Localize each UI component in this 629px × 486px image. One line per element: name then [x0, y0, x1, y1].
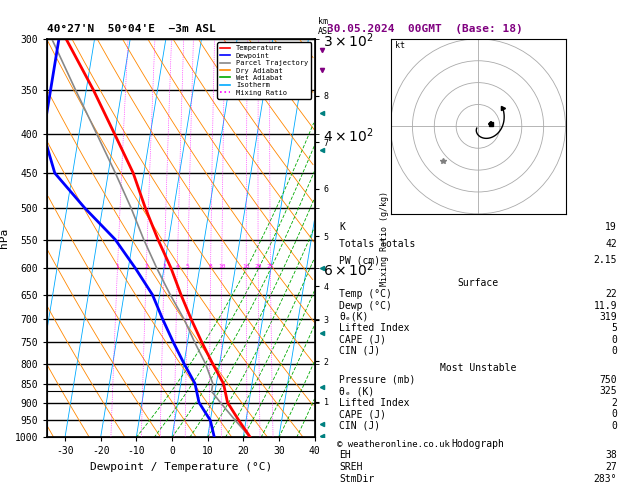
Text: 5: 5 [186, 264, 189, 269]
Text: 4: 4 [175, 264, 179, 269]
Text: Temp (°C): Temp (°C) [339, 289, 392, 299]
Y-axis label: hPa: hPa [0, 228, 9, 248]
Text: 0: 0 [611, 334, 617, 345]
Text: Most Unstable: Most Unstable [440, 363, 516, 373]
Text: 0: 0 [611, 409, 617, 419]
Text: 10: 10 [218, 264, 226, 269]
Text: kt: kt [395, 41, 405, 50]
Text: Lifted Index: Lifted Index [339, 323, 409, 333]
Text: 750: 750 [599, 375, 617, 384]
Text: Totals Totals: Totals Totals [339, 239, 416, 249]
Text: 40°27'N  50°04'E  −3m ASL: 40°27'N 50°04'E −3m ASL [47, 24, 216, 34]
Text: Lifted Index: Lifted Index [339, 398, 409, 408]
Text: 283°: 283° [594, 474, 617, 484]
Text: © weatheronline.co.uk: © weatheronline.co.uk [337, 440, 449, 449]
Text: 0: 0 [611, 421, 617, 431]
Text: Dewp (°C): Dewp (°C) [339, 300, 392, 311]
Text: θₑ(K): θₑ(K) [339, 312, 369, 322]
Text: 27: 27 [605, 462, 617, 472]
Text: Hodograph: Hodograph [452, 438, 504, 449]
Text: 5: 5 [611, 323, 617, 333]
Text: CIN (J): CIN (J) [339, 346, 380, 356]
Text: CAPE (J): CAPE (J) [339, 334, 386, 345]
Text: 8: 8 [209, 264, 213, 269]
Text: 2: 2 [145, 264, 148, 269]
Text: 1: 1 [116, 264, 120, 269]
Text: 19: 19 [605, 222, 617, 232]
Text: SREH: SREH [339, 462, 362, 472]
Text: 325: 325 [599, 386, 617, 396]
Text: K: K [339, 222, 345, 232]
Text: 3: 3 [162, 264, 166, 269]
Text: 16: 16 [243, 264, 250, 269]
Text: Pressure (mb): Pressure (mb) [339, 375, 416, 384]
Text: 38: 38 [605, 451, 617, 460]
Text: 25: 25 [267, 264, 274, 269]
Text: 2.15: 2.15 [594, 256, 617, 265]
Text: 42: 42 [605, 239, 617, 249]
Text: 2: 2 [611, 398, 617, 408]
Text: Surface: Surface [457, 278, 499, 288]
Text: 11.9: 11.9 [594, 300, 617, 311]
Text: CIN (J): CIN (J) [339, 421, 380, 431]
Text: km
ASL: km ASL [318, 17, 333, 36]
Text: 30.05.2024  00GMT  (Base: 18): 30.05.2024 00GMT (Base: 18) [327, 24, 523, 34]
Legend: Temperature, Dewpoint, Parcel Trajectory, Dry Adiabat, Wet Adiabat, Isotherm, Mi: Temperature, Dewpoint, Parcel Trajectory… [217, 42, 311, 99]
Text: PW (cm): PW (cm) [339, 256, 380, 265]
X-axis label: Dewpoint / Temperature (°C): Dewpoint / Temperature (°C) [90, 462, 272, 472]
Text: 0: 0 [611, 346, 617, 356]
Text: EH: EH [339, 451, 351, 460]
Text: 22: 22 [605, 289, 617, 299]
Text: 20: 20 [255, 264, 262, 269]
Text: θₑ (K): θₑ (K) [339, 386, 374, 396]
Text: 319: 319 [599, 312, 617, 322]
Text: CAPE (J): CAPE (J) [339, 409, 386, 419]
Y-axis label: Mixing Ratio (g/kg): Mixing Ratio (g/kg) [380, 191, 389, 286]
Text: StmDir: StmDir [339, 474, 374, 484]
